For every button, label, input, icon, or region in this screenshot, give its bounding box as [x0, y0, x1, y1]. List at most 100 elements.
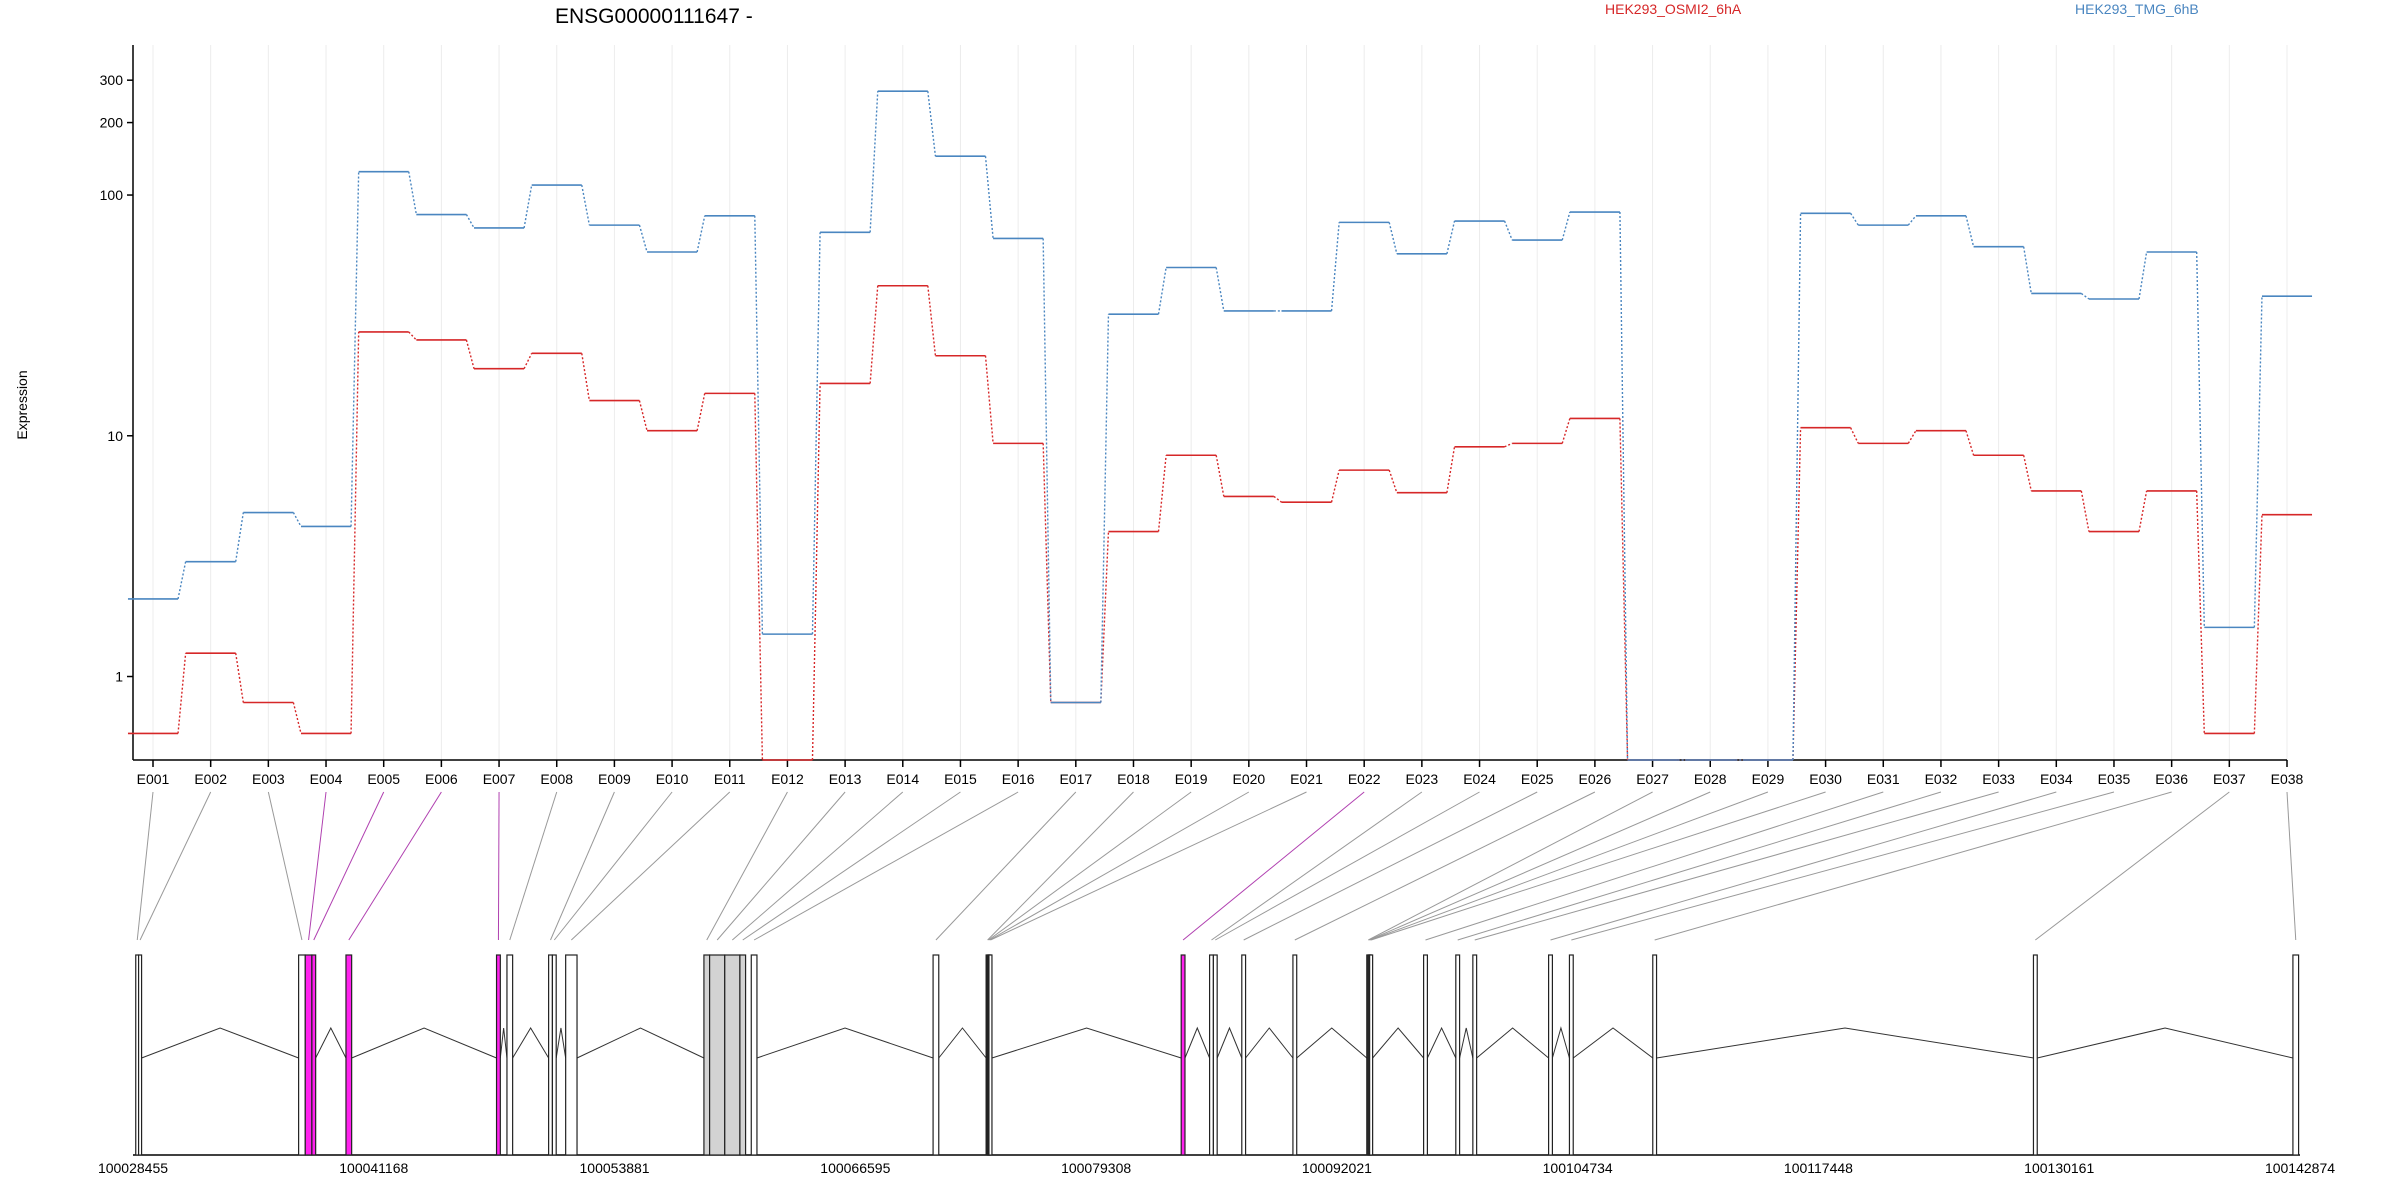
- intron-line: [1656, 1027, 2034, 1059]
- exon-box-E012: [703, 954, 711, 1156]
- x-tick-label: E027: [1636, 771, 1669, 787]
- series-transition: [2022, 455, 2032, 492]
- intron-line: [315, 1026, 347, 1059]
- exon-connector: [1243, 791, 1538, 941]
- series-transition: [696, 215, 706, 253]
- intron-line: [512, 1027, 550, 1059]
- genomic-tick-label: 100079308: [1061, 1160, 1131, 1176]
- x-tick-label: E002: [194, 771, 227, 787]
- series-transition: [1388, 222, 1398, 254]
- series-transition: [696, 393, 706, 431]
- series-transition: [927, 285, 937, 356]
- exon-connector: [497, 791, 500, 941]
- exon-connectors: [136, 791, 2297, 941]
- series-transition: [581, 184, 591, 226]
- exon-box-E035: [1568, 954, 1574, 1156]
- intron-line: [1476, 1027, 1549, 1059]
- y-tick-label: 10: [107, 428, 123, 444]
- y-axis-label: Expression: [14, 370, 30, 439]
- intron-line: [141, 1027, 299, 1059]
- x-tick-label: E038: [2271, 771, 2304, 787]
- genomic-tick-label: 100053881: [580, 1160, 650, 1176]
- exon-box-E016: [750, 954, 758, 1156]
- series-transition: [177, 653, 187, 734]
- x-tick-label: E013: [829, 771, 862, 787]
- exon-connector: [1370, 791, 1769, 941]
- x-tick-label: E017: [1059, 771, 1092, 787]
- exon-connector: [267, 791, 303, 941]
- series-transition: [1907, 430, 1917, 444]
- intron-line: [1184, 1026, 1211, 1059]
- intron-line: [576, 1027, 705, 1059]
- series-transition: [1273, 495, 1282, 503]
- x-tick-label: E004: [310, 771, 343, 787]
- genomic-tick-label: 100117448: [1784, 1160, 1853, 1176]
- series-transition: [1157, 455, 1167, 532]
- series-transition: [177, 561, 187, 600]
- intron-line: [756, 1027, 934, 1059]
- series-transition: [2138, 251, 2148, 300]
- series-lines: [127, 90, 2313, 761]
- exon-connector: [550, 791, 615, 941]
- series-transition: [1965, 215, 1975, 247]
- exon-connector: [989, 791, 1250, 941]
- intron-line: [1296, 1027, 1368, 1059]
- exon-box-E008: [506, 954, 514, 1156]
- x-tick-label: E032: [1925, 771, 1958, 787]
- exon-connector: [1571, 791, 2115, 941]
- exon-box-E005: [311, 954, 317, 1156]
- series-transition: [1215, 267, 1225, 312]
- exon-connector: [1370, 791, 1826, 941]
- series-transition: [2253, 296, 2263, 628]
- x-tick-label: E009: [598, 771, 631, 787]
- series-transition: [927, 91, 937, 157]
- series-transition: [465, 339, 475, 369]
- exon-box-E017: [932, 954, 940, 1156]
- exon-box-E038: [2292, 954, 2300, 1156]
- genomic-tick-label: 100028455: [98, 1160, 168, 1176]
- series-transition: [350, 171, 360, 527]
- intron-line: [499, 1027, 508, 1059]
- series-transition: [1504, 442, 1513, 448]
- exon-box-E036: [1652, 954, 1658, 1156]
- series-transition: [523, 353, 533, 369]
- series-transition: [523, 184, 533, 229]
- series-transition: [754, 215, 764, 635]
- series-transition: [811, 232, 821, 635]
- exon-connector: [1369, 791, 1711, 941]
- x-tick-label: E001: [137, 771, 170, 787]
- exon-box-E003: [298, 954, 306, 1156]
- x-tick-label: E029: [1752, 771, 1785, 787]
- x-tick-label: E028: [1694, 771, 1727, 787]
- exon-box-E006: [345, 954, 353, 1156]
- series-transition: [811, 383, 821, 761]
- exon-box-E030: [1369, 954, 1374, 1156]
- series-transition: [1446, 446, 1456, 493]
- genomic-tick-label: 100041168: [339, 1160, 408, 1176]
- exon-box-E032: [1455, 954, 1461, 1156]
- y-tick-label: 300: [100, 72, 124, 88]
- x-tick-label: E033: [1982, 771, 2015, 787]
- series-transition: [638, 400, 648, 431]
- y-tick-label: 100: [100, 187, 124, 203]
- intron-line: [938, 1027, 987, 1059]
- x-tick-label: E005: [367, 771, 400, 787]
- axes: 1 10 100 200 300 E001 E002 E003 E004 E005 E006 E007…: [100, 45, 2304, 787]
- series-transition: [581, 353, 591, 401]
- intron-line: [1459, 1027, 1474, 1059]
- series-transition: [984, 156, 994, 239]
- series-transition: [1446, 220, 1456, 254]
- exon-connector: [2035, 791, 2230, 941]
- chart-title: ENSG00000111647 -: [555, 5, 753, 28]
- x-tick-label: E035: [2098, 771, 2131, 787]
- series-transition: [1561, 418, 1571, 444]
- series-transition: [1100, 314, 1110, 703]
- series-transition: [2138, 490, 2148, 532]
- exon-box-E002: [137, 954, 143, 1156]
- legend-entry-tmg: HEK293_TMG_6hB: [2075, 1, 2199, 17]
- series-transition: [1907, 215, 1917, 226]
- genomic-tick-label: 100092021: [1302, 1160, 1372, 1176]
- genomic-tick-label: 100130161: [2024, 1160, 2094, 1176]
- exon-box-E034: [1548, 954, 1553, 1156]
